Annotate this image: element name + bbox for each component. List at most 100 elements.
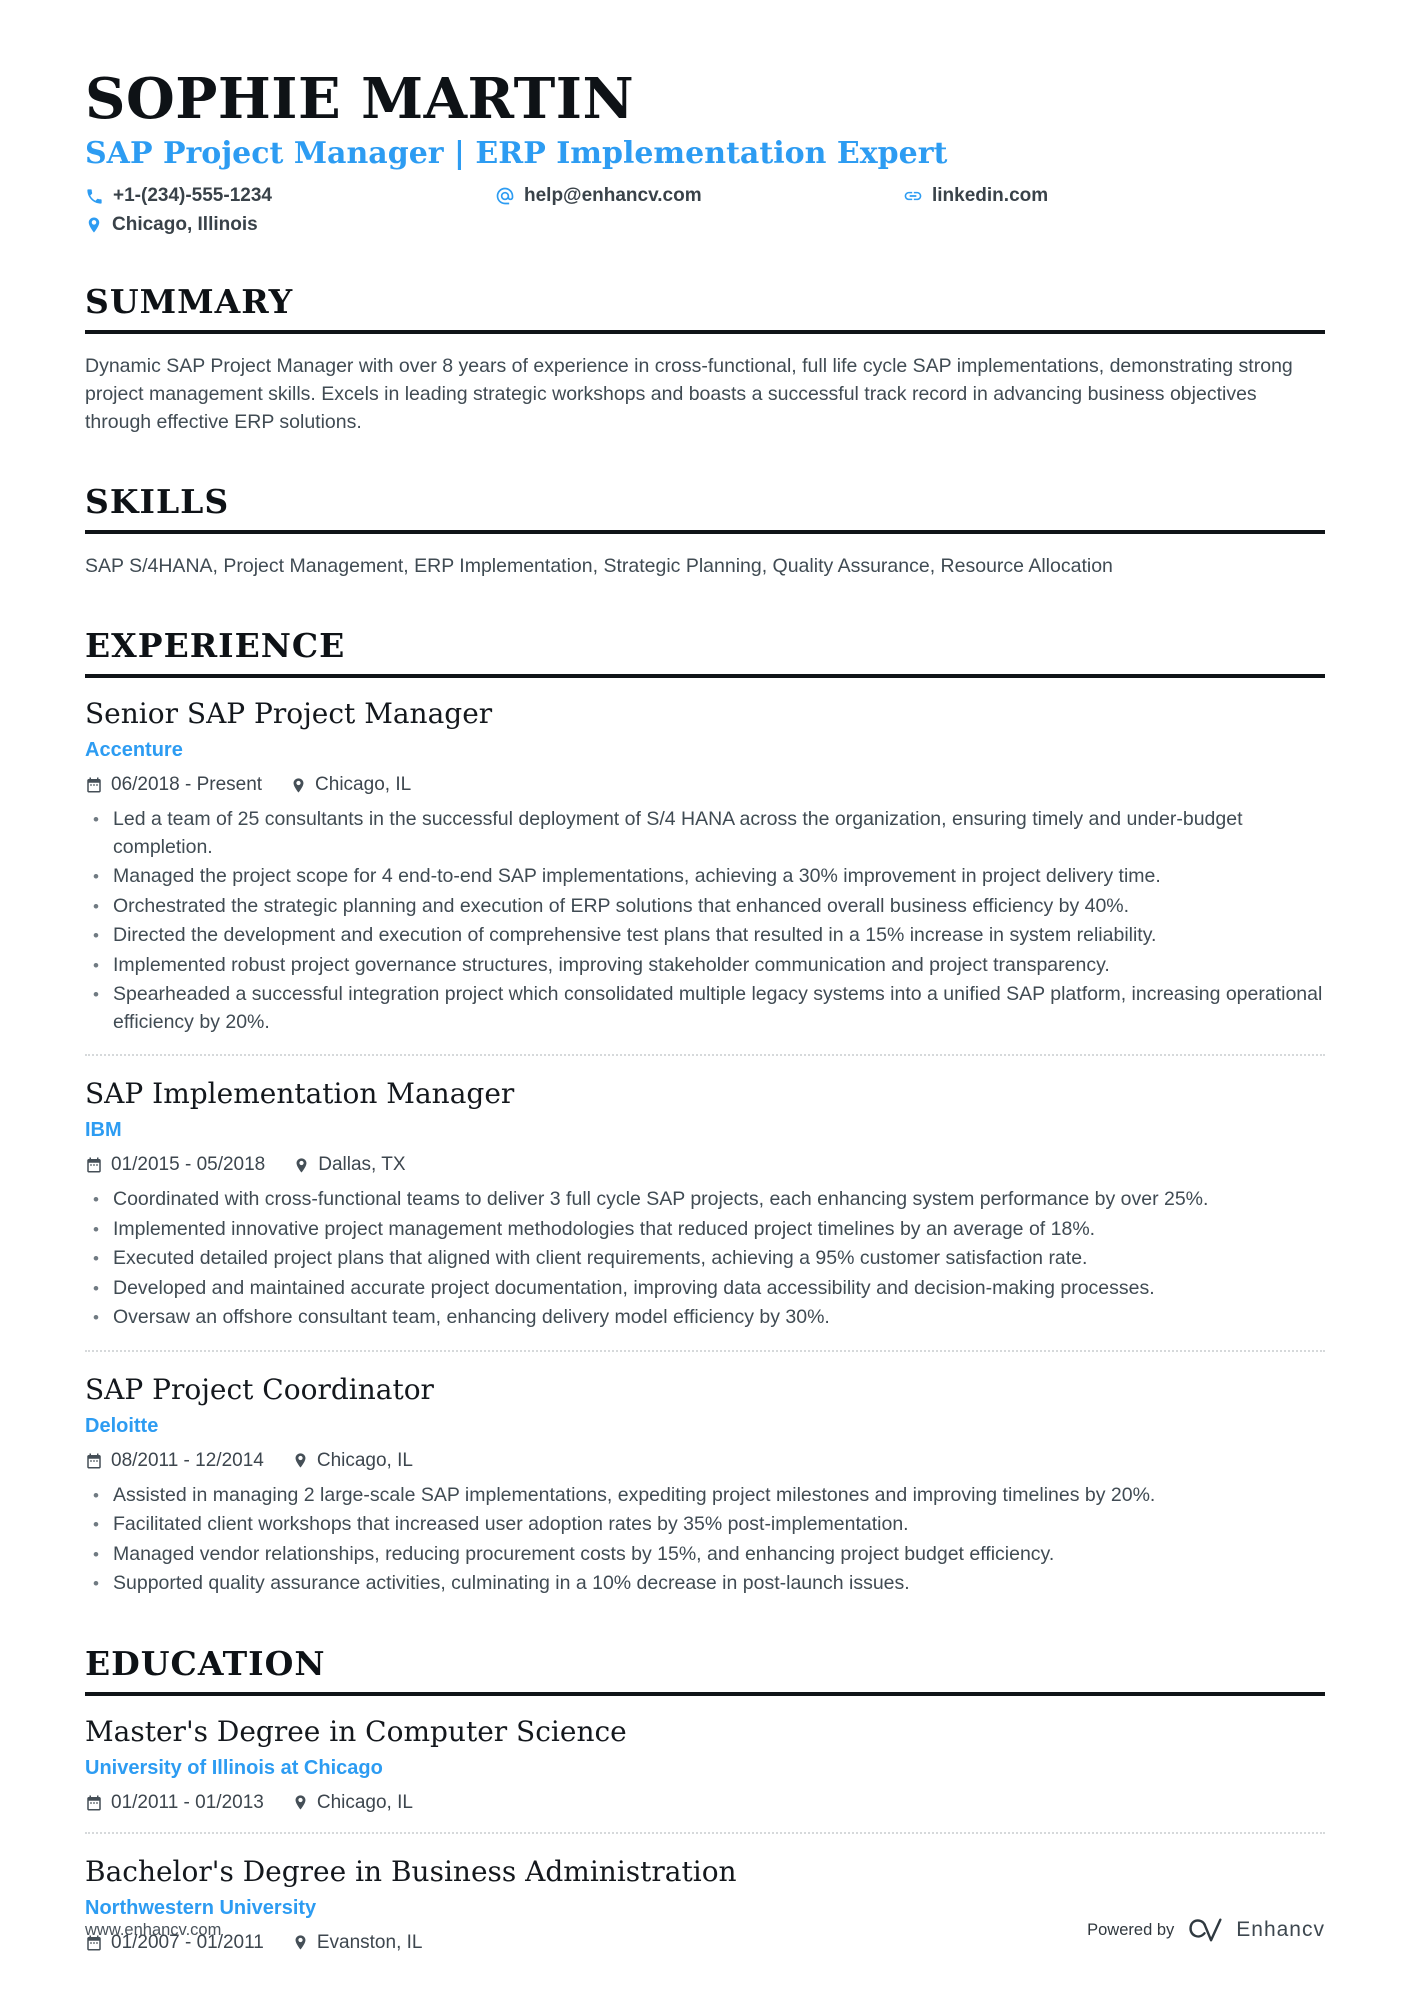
bullet-item: Supported quality assurance activities, … (85, 1570, 1325, 1598)
email-address[interactable]: help@enhancv.com (524, 185, 702, 207)
education-entry: Master's Degree in Computer Science Univ… (85, 1714, 1325, 1814)
company-name: IBM (85, 1119, 122, 1142)
job-location: Dallas, TX (293, 1154, 406, 1176)
job-bullets: Coordinated with cross-functional teams … (85, 1186, 1325, 1332)
experience-section: EXPERIENCE Senior SAP Project Manager Ac… (85, 626, 1325, 1598)
powered-by-block: Powered by Enhancv (1087, 1917, 1325, 1943)
location-text: Chicago, IL (315, 774, 412, 796)
experience-entry: Senior SAP Project Manager Accenture 06/… (85, 696, 1325, 1036)
education-heading: EDUCATION (85, 1644, 1325, 1696)
location-text: Dallas, TX (318, 1154, 406, 1176)
phone-number: +1-(234)-555-1234 (113, 185, 272, 207)
bullet-item: Assisted in managing 2 large-scale SAP i… (85, 1482, 1325, 1510)
candidate-name: SOPHIE MARTIN (85, 66, 635, 132)
location-contact: Chicago, Illinois (85, 214, 258, 236)
bullet-item: Developed and maintained accurate projec… (85, 1275, 1325, 1303)
job-title: SAP Project Coordinator (85, 1372, 434, 1406)
date-text: 01/2007 - 01/2011 (111, 1931, 264, 1953)
summary-text: Dynamic SAP Project Manager with over 8 … (85, 355, 1293, 434)
page-footer: www.enhancv.com Powered by Enhancv (85, 1917, 1325, 1943)
calendar-icon (85, 776, 103, 794)
job-location: Chicago, IL (290, 774, 411, 796)
location-text: Chicago, IL (316, 1449, 413, 1471)
company-name: Deloitte (85, 1414, 159, 1437)
enhancv-brand-name: Enhancv (1236, 1918, 1325, 1941)
job-meta: 08/2011 - 12/2014 Chicago, IL (85, 1450, 1325, 1472)
education-meta: 01/2007 - 01/2011 Evanston, IL (85, 1932, 1325, 1954)
bullet-item: Implemented robust project governance st… (85, 952, 1325, 980)
bullet-item: Managed vendor relationships, reducing p… (85, 1541, 1325, 1569)
contact-row-1: +1-(234)-555-1234 help@enhancv.com linke… (85, 185, 1325, 207)
summary-section: SUMMARY Dynamic SAP Project Manager with… (85, 282, 1325, 436)
link-text[interactable]: linkedin.com (932, 185, 1049, 207)
candidate-headline: SAP Project Manager | ERP Implementation… (85, 135, 948, 171)
email-icon (495, 186, 515, 206)
school-name: University of Illinois at Chicago (85, 1756, 383, 1779)
entry-divider (85, 1054, 1325, 1057)
entry-divider (85, 1349, 1325, 1352)
job-meta: 01/2015 - 05/2018 Dallas, TX (85, 1154, 1325, 1176)
bullet-item: Executed detailed project plans that ali… (85, 1245, 1325, 1273)
education-meta: 01/2011 - 01/2013 Chicago, IL (85, 1792, 1325, 1814)
experience-entry: SAP Implementation Manager IBM 01/2015 -… (85, 1076, 1325, 1332)
phone-icon (85, 187, 104, 206)
location-text: Chicago, IL (316, 1791, 413, 1813)
date-range: 06/2018 - Present (85, 774, 262, 796)
date-range: 01/2011 - 01/2013 (85, 1792, 264, 1814)
phone-contact: +1-(234)-555-1234 (85, 185, 495, 207)
job-title: Senior SAP Project Manager (85, 697, 493, 731)
date-text: 01/2015 - 05/2018 (111, 1154, 266, 1176)
bullet-item: Implemented innovative project managemen… (85, 1216, 1325, 1244)
summary-heading: SUMMARY (85, 282, 1325, 335)
footer-website-link[interactable]: www.enhancv.com (85, 1920, 222, 1939)
calendar-icon (85, 1934, 103, 1952)
date-text: 01/2011 - 01/2013 (111, 1791, 264, 1813)
education-location: Chicago, IL (292, 1792, 413, 1814)
location-icon (85, 216, 103, 234)
resume-page: SOPHIE MARTIN SAP Project Manager | ERP … (0, 0, 1410, 1954)
school-name: Northwestern University (85, 1896, 317, 1919)
skills-section: SKILLS SAP S/4HANA, Project Management, … (85, 482, 1325, 580)
link-contact[interactable]: linkedin.com (903, 185, 1048, 207)
education-location: Evanston, IL (292, 1932, 422, 1954)
bullet-item: Facilitated client workshops that increa… (85, 1511, 1325, 1539)
pin-icon (290, 777, 307, 794)
link-icon (903, 186, 923, 206)
date-text: 06/2018 - Present (111, 774, 263, 796)
resume-header: SOPHIE MARTIN SAP Project Manager | ERP … (85, 70, 1325, 236)
skills-text: SAP S/4HANA, Project Management, ERP Imp… (85, 555, 1113, 578)
job-title: SAP Implementation Manager (85, 1077, 515, 1111)
pin-icon (292, 1934, 309, 1951)
location-text: Chicago, Illinois (112, 214, 258, 236)
bullet-item: Orchestrated the strategic planning and … (85, 893, 1325, 921)
date-text: 08/2011 - 12/2014 (111, 1449, 264, 1471)
email-contact[interactable]: help@enhancv.com (495, 185, 903, 207)
experience-entry: SAP Project Coordinator Deloitte 08/2011… (85, 1372, 1325, 1598)
pin-icon (292, 1794, 309, 1811)
date-range: 01/2007 - 01/2011 (85, 1932, 264, 1954)
bullet-item: Spearheaded a successful integration pro… (85, 981, 1325, 1036)
job-location: Chicago, IL (292, 1450, 413, 1472)
degree-title: Bachelor's Degree in Business Administra… (85, 1854, 737, 1888)
bullet-item: Managed the project scope for 4 end-to-e… (85, 863, 1325, 891)
company-name: Accenture (85, 739, 183, 762)
bullet-item: Directed the development and execution o… (85, 922, 1325, 950)
calendar-icon (85, 1156, 103, 1174)
bullet-item: Oversaw an offshore consultant team, enh… (85, 1304, 1325, 1332)
job-bullets: Led a team of 25 consultants in the succ… (85, 806, 1325, 1036)
powered-by-label: Powered by (1087, 1920, 1175, 1939)
degree-title: Master's Degree in Computer Science (85, 1714, 627, 1748)
entry-divider (85, 1831, 1325, 1834)
pin-icon (293, 1157, 310, 1174)
education-section: EDUCATION Master's Degree in Computer Sc… (85, 1644, 1325, 1954)
experience-heading: EXPERIENCE (85, 626, 1325, 679)
calendar-icon (85, 1794, 103, 1812)
enhancv-logo-icon (1186, 1917, 1224, 1943)
calendar-icon (85, 1452, 103, 1470)
date-range: 01/2015 - 05/2018 (85, 1154, 265, 1176)
job-meta: 06/2018 - Present Chicago, IL (85, 774, 1325, 796)
contact-row-2: Chicago, Illinois (85, 214, 1325, 236)
pin-icon (292, 1452, 309, 1469)
skills-heading: SKILLS (85, 482, 1325, 535)
bullet-item: Coordinated with cross-functional teams … (85, 1186, 1325, 1214)
